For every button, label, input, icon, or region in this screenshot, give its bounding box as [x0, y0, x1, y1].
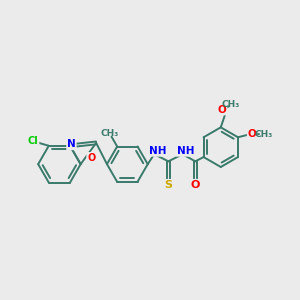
- Text: CH₃: CH₃: [255, 130, 273, 139]
- Text: NH: NH: [177, 146, 194, 156]
- Text: N: N: [67, 140, 76, 149]
- Text: Cl: Cl: [28, 136, 39, 146]
- Text: O: O: [190, 180, 200, 190]
- Text: O: O: [218, 104, 226, 115]
- Text: O: O: [248, 129, 256, 140]
- Text: CH₃: CH₃: [101, 129, 119, 138]
- Text: O: O: [87, 153, 95, 163]
- Text: S: S: [164, 180, 172, 190]
- Text: NH: NH: [149, 146, 167, 156]
- Text: CH₃: CH₃: [222, 100, 240, 109]
